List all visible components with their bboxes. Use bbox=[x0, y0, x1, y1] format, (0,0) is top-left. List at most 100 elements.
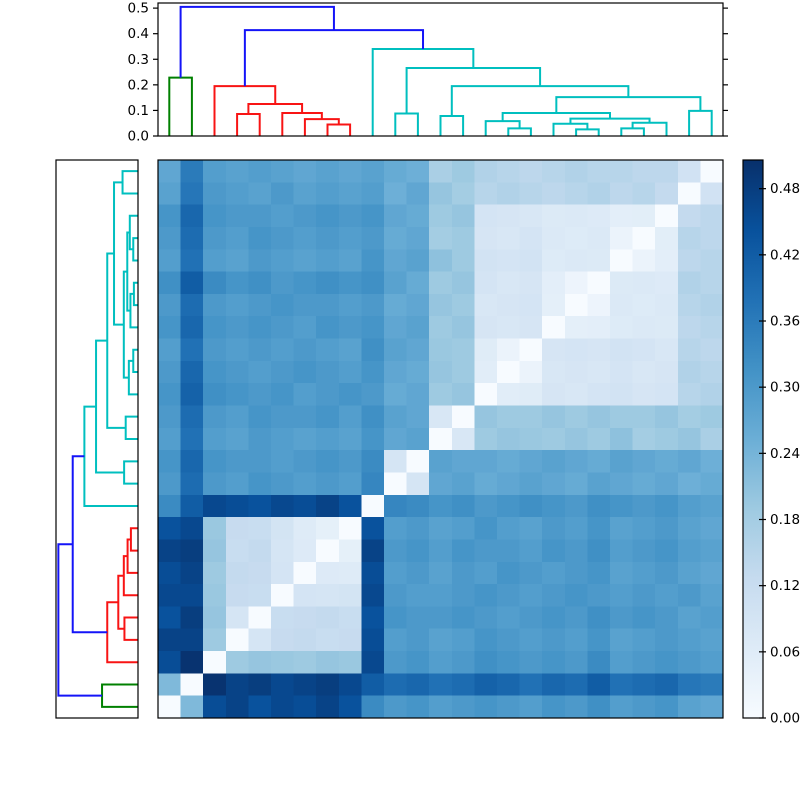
heatmap-cell bbox=[158, 182, 182, 206]
heatmap-cell bbox=[203, 673, 227, 697]
heatmap-cell bbox=[700, 427, 724, 451]
heatmap-cell bbox=[293, 293, 317, 317]
heatmap-cell bbox=[677, 405, 701, 429]
heatmap-cell bbox=[632, 494, 656, 518]
heatmap-cell bbox=[700, 628, 724, 652]
heatmap-cell bbox=[474, 673, 498, 697]
heatmap-cell bbox=[610, 204, 634, 228]
heatmap-cell bbox=[632, 338, 656, 362]
heatmap-cell bbox=[203, 494, 227, 518]
heatmap-cell bbox=[587, 427, 611, 451]
heatmap-cell bbox=[248, 338, 272, 362]
heatmap-cell bbox=[677, 472, 701, 496]
heatmap-cell bbox=[655, 494, 679, 518]
heatmap-cell bbox=[248, 360, 272, 384]
heatmap-cell bbox=[361, 517, 385, 540]
heatmap-cell bbox=[587, 695, 611, 719]
heatmap-cell bbox=[677, 204, 701, 228]
heatmap-cell bbox=[361, 405, 385, 429]
heatmap-cell bbox=[610, 539, 634, 563]
y-tick-label: 0.4 bbox=[128, 26, 149, 42]
heatmap-cell bbox=[225, 293, 249, 317]
heatmap-cell bbox=[361, 293, 385, 317]
heatmap-cell bbox=[180, 628, 204, 652]
heatmap-cell bbox=[497, 427, 521, 451]
heatmap-cell bbox=[316, 427, 340, 451]
heatmap-cell bbox=[497, 160, 521, 183]
heatmap-cell bbox=[248, 160, 272, 183]
heatmap-cell bbox=[316, 383, 340, 407]
heatmap-cell bbox=[497, 271, 521, 295]
heatmap-cell bbox=[655, 405, 679, 429]
heatmap-cell bbox=[451, 293, 475, 317]
heatmap-cell bbox=[542, 204, 566, 228]
heatmap-cell bbox=[180, 539, 204, 563]
heatmap-cell bbox=[700, 249, 724, 273]
heatmap-cell bbox=[225, 561, 249, 585]
heatmap-cell bbox=[338, 182, 362, 206]
dendrogram-link-cyan bbox=[439, 115, 465, 136]
heatmap-cell bbox=[338, 293, 362, 317]
heatmap-cell bbox=[384, 293, 408, 317]
heatmap-cell bbox=[384, 517, 408, 540]
heatmap-cell bbox=[564, 249, 588, 273]
heatmap-cell bbox=[610, 695, 634, 719]
heatmap-cell bbox=[180, 450, 204, 473]
heatmap-cell bbox=[632, 226, 656, 250]
heatmap-cell bbox=[406, 673, 430, 697]
heatmap-cell bbox=[497, 561, 521, 585]
heatmap-cell bbox=[497, 293, 521, 317]
heatmap-cell bbox=[180, 383, 204, 407]
heatmap-cell bbox=[293, 695, 317, 719]
heatmap-cell bbox=[474, 405, 498, 429]
heatmap-cell bbox=[519, 427, 543, 451]
heatmap-cell bbox=[700, 160, 724, 183]
colorbar-gradient-rect bbox=[743, 160, 763, 718]
heatmap-cell bbox=[451, 249, 475, 273]
heatmap-cell bbox=[384, 628, 408, 652]
heatmap-cell bbox=[497, 472, 521, 496]
colorbar-tick-label: 0.42 bbox=[770, 247, 800, 263]
heatmap-cell bbox=[677, 338, 701, 362]
y-tick-label: 0.3 bbox=[128, 52, 149, 68]
y-tick-label: 0.1 bbox=[128, 103, 149, 119]
heatmap-cell bbox=[519, 584, 543, 607]
heatmap-cell bbox=[655, 427, 679, 451]
heatmap-cell bbox=[632, 539, 656, 563]
heatmap-cell bbox=[429, 651, 453, 674]
heatmap-cell bbox=[655, 182, 679, 206]
heatmap-cell bbox=[225, 539, 249, 563]
heatmap-cell bbox=[655, 293, 679, 317]
heatmap-cell bbox=[587, 561, 611, 585]
heatmap-cell bbox=[361, 628, 385, 652]
colorbar-tick-label: 0.48 bbox=[770, 181, 800, 197]
heatmap-cell bbox=[564, 673, 588, 697]
heatmap-cell bbox=[406, 182, 430, 206]
dendrogram-link-red bbox=[106, 601, 138, 664]
heatmap-cell bbox=[677, 673, 701, 697]
heatmap-cell bbox=[316, 293, 340, 317]
heatmap-cell bbox=[610, 651, 634, 674]
heatmap-cell bbox=[474, 651, 498, 674]
heatmap-cell bbox=[429, 561, 453, 585]
heatmap-cell bbox=[158, 271, 182, 295]
heatmap-cell bbox=[474, 271, 498, 295]
heatmap-cell bbox=[361, 360, 385, 384]
heatmap-cell bbox=[564, 338, 588, 362]
heatmap-cell bbox=[519, 293, 543, 317]
heatmap-cell bbox=[429, 360, 453, 384]
heatmap-cell bbox=[225, 271, 249, 295]
heatmap-cell bbox=[497, 226, 521, 250]
heatmap-cell bbox=[610, 450, 634, 473]
heatmap-cell bbox=[564, 539, 588, 563]
heatmap-cell bbox=[610, 517, 634, 540]
heatmap-cell bbox=[610, 160, 634, 183]
heatmap-cell bbox=[384, 316, 408, 340]
heatmap-cell bbox=[587, 383, 611, 407]
heatmap-cell bbox=[587, 405, 611, 429]
heatmap-cell bbox=[587, 160, 611, 183]
heatmap-cell bbox=[429, 695, 453, 719]
heatmap-cell bbox=[451, 160, 475, 183]
heatmap-cell bbox=[225, 316, 249, 340]
